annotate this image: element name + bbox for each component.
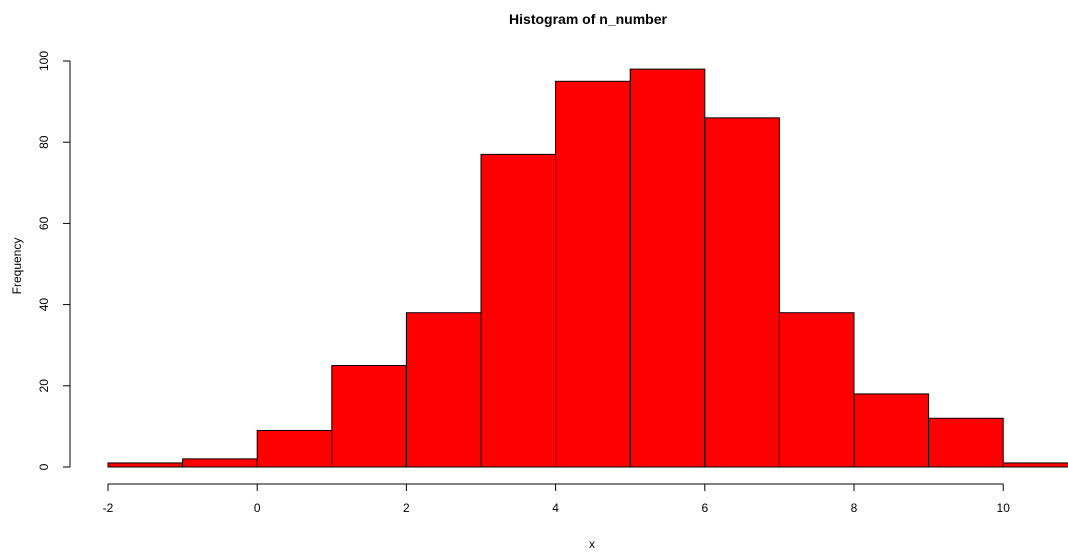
histogram-bar — [853, 393, 930, 468]
histogram-bar — [704, 117, 780, 468]
y-tick-label: 20 — [37, 379, 51, 393]
x-tick-label: 2 — [403, 501, 410, 515]
x-tick-label: 10 — [997, 501, 1011, 515]
histogram-bar — [256, 429, 333, 468]
x-axis-label: x — [589, 537, 595, 551]
bars-group — [107, 68, 1068, 468]
y-tick-label: 40 — [37, 298, 51, 312]
histogram-bar — [107, 462, 184, 468]
histogram-bar — [405, 312, 482, 468]
y-tick-label: 60 — [37, 216, 51, 230]
histogram-bar — [928, 417, 1004, 468]
chart-title: Histogram of n_number — [509, 11, 667, 27]
y-axis: 0 20 40 60 80 100 — [37, 51, 71, 470]
y-tick-label: 80 — [37, 135, 51, 149]
histogram-bar — [182, 458, 258, 468]
x-tick-label: 6 — [701, 501, 708, 515]
x-tick-label: -2 — [103, 501, 114, 515]
x-axis: -2 0 2 4 6 8 10 — [103, 483, 1011, 515]
histogram-bar — [331, 365, 407, 468]
histogram-bar — [778, 312, 855, 468]
y-axis-label: Frequency — [10, 238, 24, 295]
x-tick-label: 4 — [552, 501, 559, 515]
x-tick-label: 0 — [254, 501, 261, 515]
y-tick-label: 0 — [37, 463, 51, 470]
x-tick-label: 8 — [851, 501, 858, 515]
histogram-bar — [480, 153, 557, 468]
histogram-bar — [629, 68, 706, 468]
histogram-bar — [1002, 462, 1068, 468]
y-tick-label: 100 — [37, 51, 51, 71]
histogram-bar — [555, 80, 631, 468]
